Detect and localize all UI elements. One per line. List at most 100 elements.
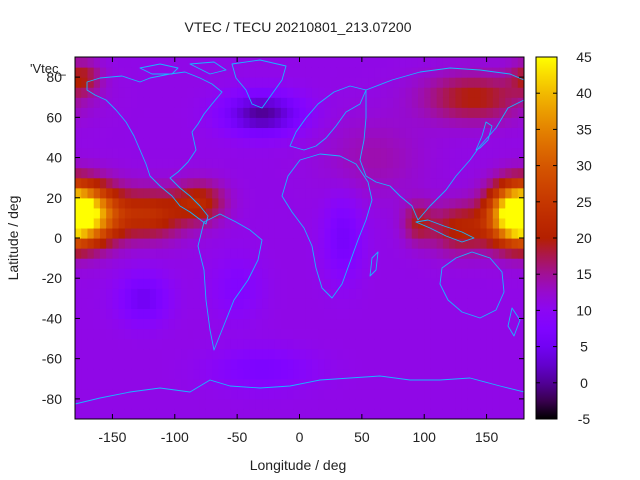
heatmap-cell	[380, 77, 388, 88]
heatmap-cell	[386, 107, 394, 118]
heatmap-cell	[324, 57, 332, 68]
heatmap-cell	[156, 97, 163, 108]
heatmap-cell	[349, 67, 357, 78]
heatmap-cell	[349, 368, 357, 380]
heatmap-cell	[162, 177, 170, 189]
heatmap-cell	[255, 107, 263, 118]
heatmap-cell	[386, 77, 394, 88]
heatmap-cell	[106, 408, 114, 419]
heatmap-cell	[318, 97, 326, 108]
heatmap-cell	[417, 207, 425, 219]
heatmap-cell	[230, 107, 238, 118]
heatmap-cell	[467, 348, 475, 360]
heatmap-cell	[336, 147, 344, 159]
heatmap-cell	[93, 97, 101, 108]
heatmap-cell	[449, 288, 457, 299]
heatmap-cell	[330, 358, 338, 370]
heatmap-cell	[99, 288, 107, 299]
heatmap-cell	[355, 117, 363, 128]
heatmap-cell	[330, 408, 338, 419]
heatmap-cell	[181, 177, 188, 189]
heatmap-cell	[199, 318, 207, 330]
heatmap-cell	[230, 258, 238, 269]
heatmap-cell	[442, 97, 450, 108]
heatmap-cell	[156, 248, 163, 259]
heatmap-cell	[268, 147, 276, 159]
heatmap-cell	[405, 288, 413, 299]
heatmap-cell	[492, 207, 500, 219]
heatmap-cell	[124, 258, 132, 269]
heatmap-cell	[287, 278, 294, 289]
heatmap-cell	[311, 248, 319, 259]
heatmap-cell	[336, 398, 344, 410]
heatmap-cell	[305, 348, 313, 360]
heatmap-cell	[343, 268, 350, 279]
heatmap-cell	[511, 238, 519, 249]
heatmap-cell	[99, 338, 107, 350]
heatmap-cell	[305, 308, 313, 320]
heatmap-cell	[87, 268, 95, 279]
heatmap-cell	[368, 87, 375, 98]
heatmap-cell	[368, 388, 375, 400]
heatmap-cell	[411, 368, 419, 380]
heatmap-cell	[455, 368, 463, 380]
heatmap-cell	[511, 338, 519, 350]
heatmap-cell	[511, 87, 519, 98]
heatmap-cell	[87, 217, 95, 229]
heatmap-cell	[299, 137, 307, 149]
heatmap-cell	[99, 358, 107, 370]
heatmap-cell	[174, 167, 182, 179]
heatmap-cell	[187, 217, 195, 229]
heatmap-cell	[287, 157, 294, 169]
heatmap-cell	[174, 388, 182, 400]
heatmap-cell	[162, 207, 170, 219]
heatmap-cell	[230, 147, 238, 159]
heatmap-cell	[274, 398, 282, 410]
heatmap-cell	[243, 318, 251, 330]
heatmap-cell	[299, 197, 307, 209]
heatmap-cell	[424, 117, 432, 128]
heatmap-cell	[467, 167, 475, 179]
heatmap-cell	[499, 67, 506, 78]
heatmap-cell	[193, 217, 201, 229]
heatmap-cell	[517, 388, 524, 400]
heatmap-cell	[156, 67, 163, 78]
heatmap-cell	[486, 77, 494, 88]
heatmap-cell	[181, 348, 188, 360]
heatmap-cell	[187, 278, 195, 289]
heatmap-cell	[311, 308, 319, 320]
heatmap-cell	[405, 97, 413, 108]
heatmap-cell	[131, 238, 138, 249]
heatmap-cell	[411, 268, 419, 279]
heatmap-cell	[99, 127, 107, 139]
heatmap-cell	[149, 268, 157, 279]
heatmap-cell	[355, 137, 363, 149]
heatmap-cell	[293, 328, 301, 340]
heatmap-cell	[118, 157, 126, 169]
heatmap-cell	[106, 227, 114, 239]
heatmap-cell	[193, 328, 201, 340]
heatmap-cell	[386, 137, 394, 149]
heatmap-cell	[324, 318, 332, 330]
heatmap-cell	[75, 197, 82, 209]
heatmap-cell	[343, 77, 350, 88]
heatmap-cell	[442, 338, 450, 350]
heatmap-cell	[274, 388, 282, 400]
heatmap-cell	[380, 288, 388, 299]
heatmap-cell	[99, 248, 107, 259]
heatmap-cell	[243, 157, 251, 169]
heatmap-cell	[262, 258, 269, 269]
heatmap-cell	[442, 157, 450, 169]
heatmap-cell	[436, 358, 444, 370]
heatmap-cell	[324, 167, 332, 179]
heatmap-cell	[311, 137, 319, 149]
heatmap-cell	[243, 388, 251, 400]
heatmap-cell	[93, 77, 101, 88]
heatmap-cell	[480, 268, 488, 279]
heatmap-cell	[480, 328, 488, 340]
heatmap-cell	[461, 57, 469, 68]
heatmap-cell	[374, 358, 382, 370]
heatmap-cell	[249, 358, 257, 370]
heatmap-cell	[436, 177, 444, 189]
heatmap-cell	[212, 177, 220, 189]
